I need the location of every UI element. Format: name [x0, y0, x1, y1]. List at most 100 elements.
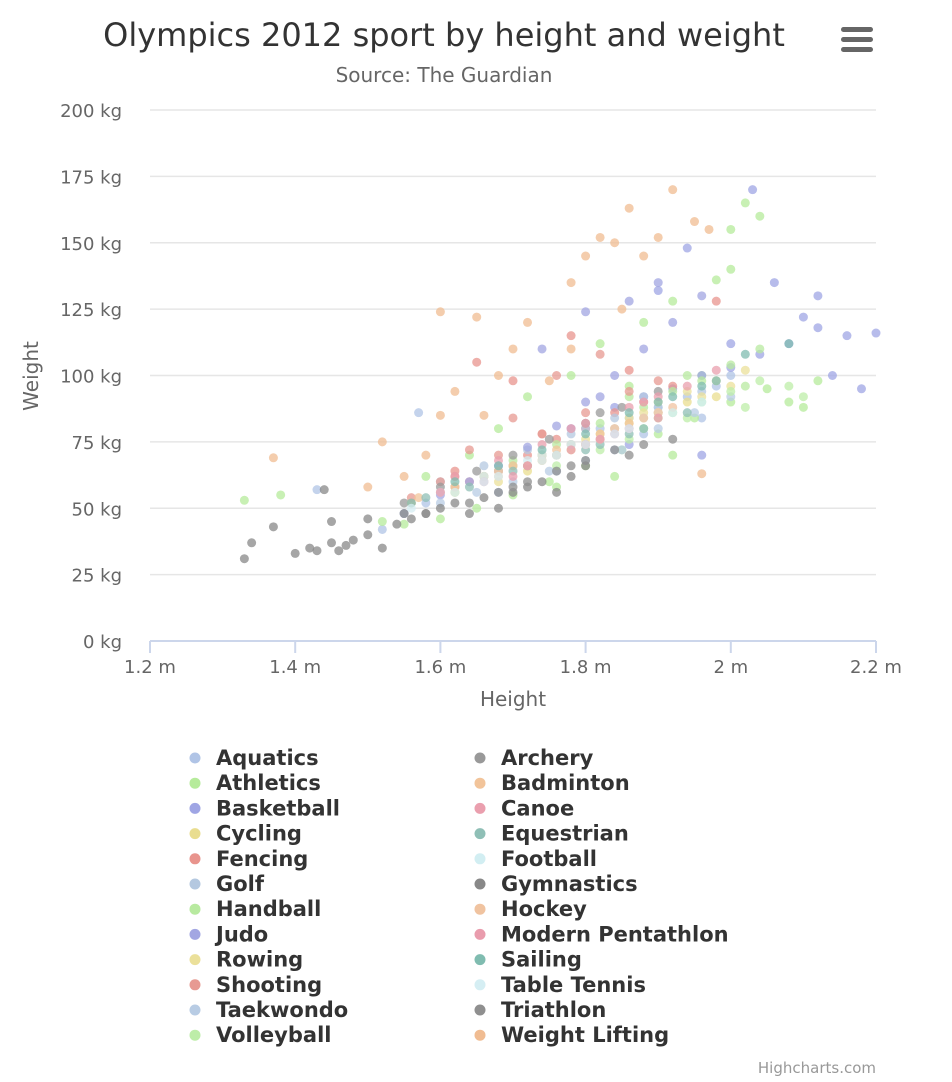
legend-item[interactable]: Sailing	[474, 948, 582, 972]
data-point	[566, 278, 576, 288]
data-point	[552, 450, 562, 460]
legend-item[interactable]: Taekwondo	[189, 998, 349, 1022]
data-point	[755, 211, 765, 221]
data-point	[493, 371, 503, 380]
data-point	[711, 376, 721, 386]
credits-link[interactable]: Highcharts.com	[758, 1059, 876, 1077]
data-point	[690, 217, 699, 227]
data-point	[595, 408, 605, 418]
legend-item[interactable]: Fencing	[189, 847, 309, 871]
data-point	[697, 381, 707, 391]
legend-item[interactable]: Golf	[189, 872, 265, 896]
legend-item[interactable]: Canoe	[474, 796, 575, 820]
data-point	[726, 386, 736, 396]
data-point	[697, 413, 707, 423]
legend-item[interactable]: Judo	[189, 922, 269, 946]
data-point	[464, 509, 474, 519]
legend-symbol	[474, 828, 486, 840]
legend-label: Shooting	[216, 973, 322, 997]
legend-symbol	[189, 802, 201, 814]
data-point	[653, 376, 663, 386]
data-point	[639, 440, 649, 450]
legend-item[interactable]: Hockey	[474, 897, 588, 921]
data-point	[544, 376, 554, 386]
legend-item[interactable]: Aquatics	[189, 746, 319, 770]
data-point	[668, 408, 678, 418]
legend-symbol	[474, 954, 486, 966]
data-point	[740, 365, 750, 375]
legend-item[interactable]: Shooting	[189, 973, 323, 997]
hamburger-menu-icon	[841, 27, 873, 52]
data-point	[327, 517, 336, 527]
data-point	[755, 376, 765, 386]
data-point	[319, 485, 329, 495]
legend-symbol	[189, 828, 201, 840]
data-point	[544, 477, 554, 487]
data-point	[726, 264, 736, 274]
data-point	[668, 296, 678, 306]
legend-symbol	[474, 853, 486, 865]
legend-symbol	[189, 928, 201, 940]
data-point	[610, 413, 620, 423]
data-point	[595, 392, 605, 402]
y-tick-label: 75 kg	[72, 433, 122, 454]
data-point	[348, 535, 358, 545]
legend-item[interactable]: Athletics	[189, 771, 321, 795]
data-point	[537, 344, 547, 354]
data-point	[595, 349, 605, 359]
data-point	[377, 437, 387, 447]
data-point	[464, 498, 474, 508]
series-handball	[508, 344, 765, 465]
data-point	[581, 251, 591, 261]
legend-item[interactable]: Triathlon	[474, 998, 607, 1022]
data-point	[624, 424, 634, 434]
legend-item[interactable]: Modern Pentathlon	[474, 922, 729, 946]
data-point	[566, 445, 576, 455]
data-point	[610, 371, 620, 380]
legend-item[interactable]: Weight Lifting	[474, 1023, 670, 1047]
legend-item[interactable]: Equestrian	[474, 822, 629, 846]
data-point	[312, 546, 322, 556]
data-point	[784, 397, 794, 407]
data-point	[508, 376, 518, 386]
data-point	[711, 275, 721, 285]
data-point	[682, 397, 692, 407]
data-point	[624, 365, 634, 375]
data-point	[399, 509, 409, 519]
data-point	[653, 413, 663, 423]
data-point	[690, 408, 699, 418]
legend-symbol	[474, 903, 486, 915]
series-triathlon	[421, 434, 678, 519]
legend-label: Sailing	[501, 948, 582, 972]
legend-item[interactable]: Cycling	[189, 822, 302, 846]
legend-label: Table Tennis	[501, 973, 646, 997]
data-point	[435, 514, 445, 524]
legend-item[interactable]: Rowing	[189, 948, 304, 972]
data-point	[682, 371, 692, 380]
data-point	[581, 307, 591, 317]
data-point	[595, 232, 605, 242]
legend-item[interactable]: Football	[474, 847, 598, 871]
data-point	[566, 471, 576, 481]
legend-label: Badminton	[501, 771, 630, 795]
legend-item[interactable]: Archery	[474, 746, 594, 770]
grid-lines	[150, 109, 876, 576]
data-point	[726, 339, 736, 349]
data-point	[639, 344, 649, 354]
data-point	[479, 461, 489, 471]
legend-item[interactable]: Basketball	[189, 796, 340, 820]
x-tick-label: 1.8 m	[560, 657, 612, 678]
legend: AquaticsAthleticsBasketballCyclingFencin…	[189, 746, 729, 1047]
legend-item[interactable]: Gymnastics	[474, 872, 638, 896]
legend-item[interactable]: Handball	[189, 897, 322, 921]
legend-item[interactable]: Volleyball	[189, 1023, 332, 1047]
menu-button[interactable]	[834, 20, 882, 62]
legend-item[interactable]: Table Tennis	[474, 973, 646, 997]
data-point	[537, 445, 547, 455]
data-point	[711, 365, 721, 375]
series-weight-lifting	[268, 185, 714, 492]
data-point	[610, 238, 620, 248]
legend-item[interactable]: Badminton	[474, 771, 630, 795]
legend-label: Cycling	[216, 822, 302, 846]
legend-label: Modern Pentathlon	[501, 922, 729, 946]
